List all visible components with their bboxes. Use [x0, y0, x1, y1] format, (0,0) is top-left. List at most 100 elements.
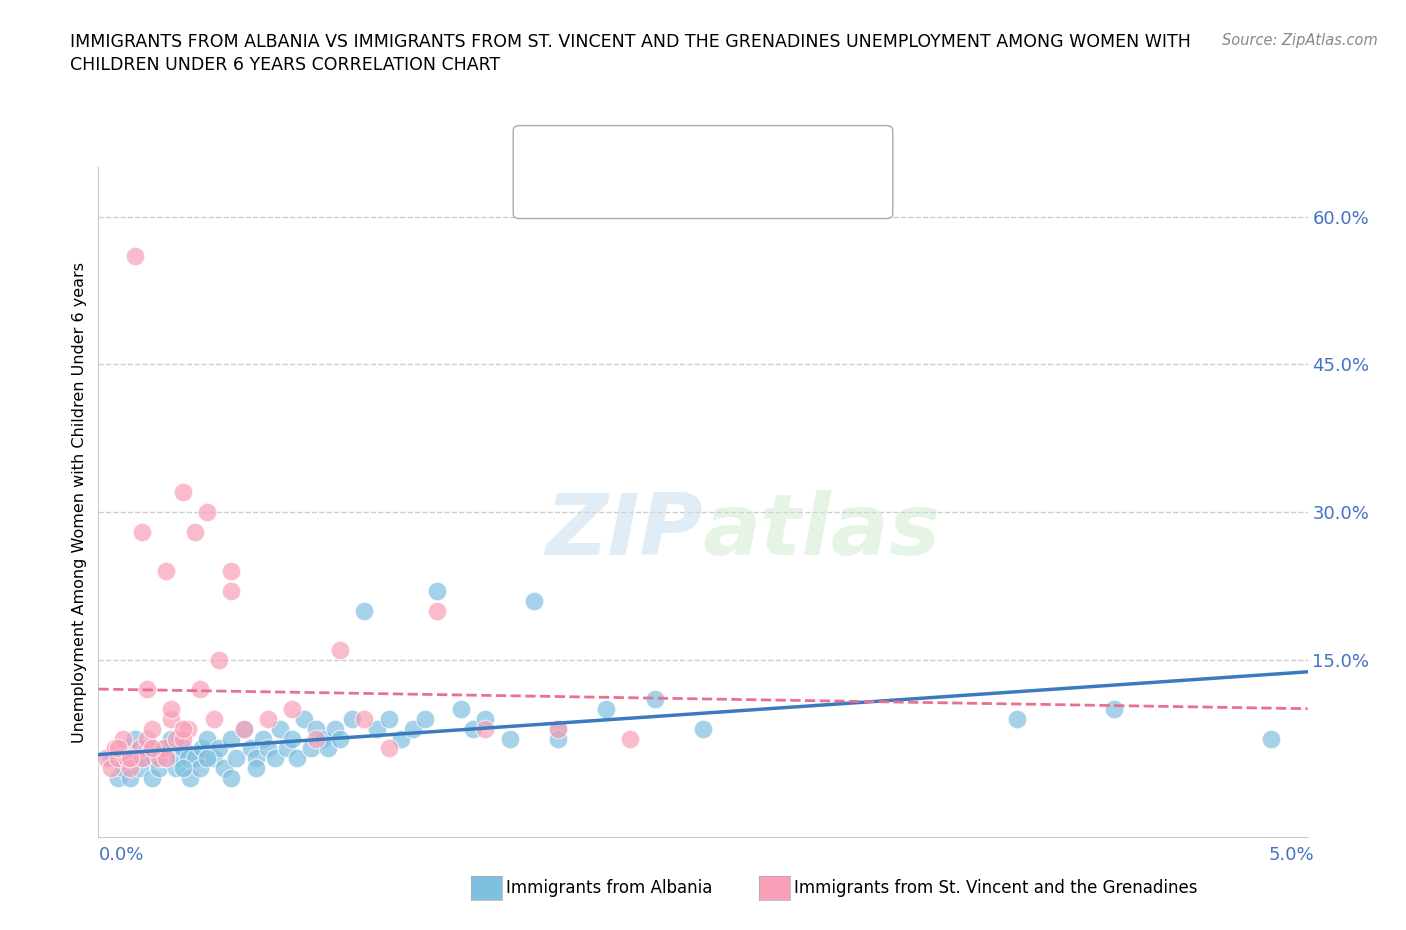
Point	[305, 722, 328, 737]
Point	[329, 643, 352, 658]
Point	[413, 711, 436, 726]
Point	[152, 741, 174, 756]
Point	[498, 731, 520, 746]
Point	[450, 701, 472, 716]
Text: 5.0%: 5.0%	[1270, 846, 1315, 864]
Point	[117, 751, 139, 765]
Point	[204, 711, 226, 726]
Point	[692, 722, 714, 737]
Text: 71: 71	[759, 141, 785, 160]
Point	[111, 731, 134, 746]
Point	[325, 722, 347, 737]
Point	[131, 751, 153, 765]
Point	[256, 741, 278, 756]
Point	[1007, 711, 1029, 726]
Point	[155, 751, 177, 765]
Point	[188, 761, 211, 776]
Point	[143, 751, 166, 765]
Point	[281, 701, 304, 716]
Point	[269, 722, 291, 737]
Y-axis label: Unemployment Among Women with Children Under 6 years: Unemployment Among Women with Children U…	[72, 261, 87, 743]
Point	[281, 731, 304, 746]
Point	[165, 731, 187, 746]
Point	[426, 583, 449, 598]
Point	[208, 741, 231, 756]
Point	[172, 761, 194, 776]
Point	[595, 701, 617, 716]
Point	[353, 603, 375, 618]
Text: 0.114: 0.114	[636, 141, 692, 160]
Point	[474, 711, 496, 726]
Text: N =: N =	[707, 141, 747, 160]
Text: Immigrants from St. Vincent and the Grenadines: Immigrants from St. Vincent and the Gren…	[794, 879, 1198, 897]
Point	[221, 731, 243, 746]
Point	[245, 751, 267, 765]
Point	[128, 741, 150, 756]
Point	[94, 751, 117, 765]
Point	[252, 731, 274, 746]
Point	[256, 711, 278, 726]
Point	[167, 751, 190, 765]
Point	[292, 711, 315, 726]
Point	[305, 731, 328, 746]
Point	[131, 525, 153, 539]
Point	[191, 741, 214, 756]
Text: 46: 46	[759, 179, 785, 197]
Point	[172, 485, 194, 499]
Point	[377, 711, 399, 726]
Text: 0.0%: 0.0%	[98, 846, 143, 864]
Point	[160, 711, 183, 726]
Point	[312, 731, 335, 746]
Point	[184, 525, 207, 539]
Point	[160, 701, 183, 716]
Point	[644, 692, 666, 707]
Point	[547, 722, 569, 737]
Point	[100, 761, 122, 776]
Point	[155, 751, 177, 765]
Text: R =: R =	[583, 179, 623, 197]
Text: Source: ZipAtlas.com: Source: ZipAtlas.com	[1222, 33, 1378, 47]
Point	[118, 770, 141, 785]
Point	[148, 761, 170, 776]
Point	[152, 741, 174, 756]
Point	[342, 711, 364, 726]
Point	[463, 722, 485, 737]
Point	[117, 741, 139, 756]
Point	[208, 652, 231, 667]
Point	[299, 741, 322, 756]
Point	[239, 741, 262, 756]
Point	[329, 731, 352, 746]
Point	[124, 248, 146, 263]
Point	[353, 711, 375, 726]
Point	[131, 751, 153, 765]
Text: IMMIGRANTS FROM ALBANIA VS IMMIGRANTS FROM ST. VINCENT AND THE GRENADINES UNEMPL: IMMIGRANTS FROM ALBANIA VS IMMIGRANTS FR…	[70, 33, 1191, 50]
Text: CHILDREN UNDER 6 YEARS CORRELATION CHART: CHILDREN UNDER 6 YEARS CORRELATION CHART	[70, 56, 501, 73]
Point	[221, 564, 243, 578]
Point	[177, 751, 200, 765]
Point	[547, 731, 569, 746]
Point	[523, 593, 546, 608]
Point	[1260, 731, 1282, 746]
Point	[195, 751, 218, 765]
Point	[195, 505, 218, 520]
Point	[232, 722, 254, 737]
Point	[148, 751, 170, 765]
Point	[547, 722, 569, 737]
Point	[195, 731, 218, 746]
Point	[188, 682, 211, 697]
Point	[128, 761, 150, 776]
Point	[402, 722, 425, 737]
Point	[141, 722, 163, 737]
Point	[426, 603, 449, 618]
Point	[107, 741, 129, 756]
Point	[474, 722, 496, 737]
Point	[619, 731, 641, 746]
Point	[100, 751, 122, 765]
Point	[212, 761, 235, 776]
Text: 0.278: 0.278	[636, 179, 693, 197]
Point	[135, 682, 157, 697]
Point	[155, 564, 177, 578]
Point	[172, 731, 194, 746]
Point	[124, 731, 146, 746]
Point	[245, 761, 267, 776]
